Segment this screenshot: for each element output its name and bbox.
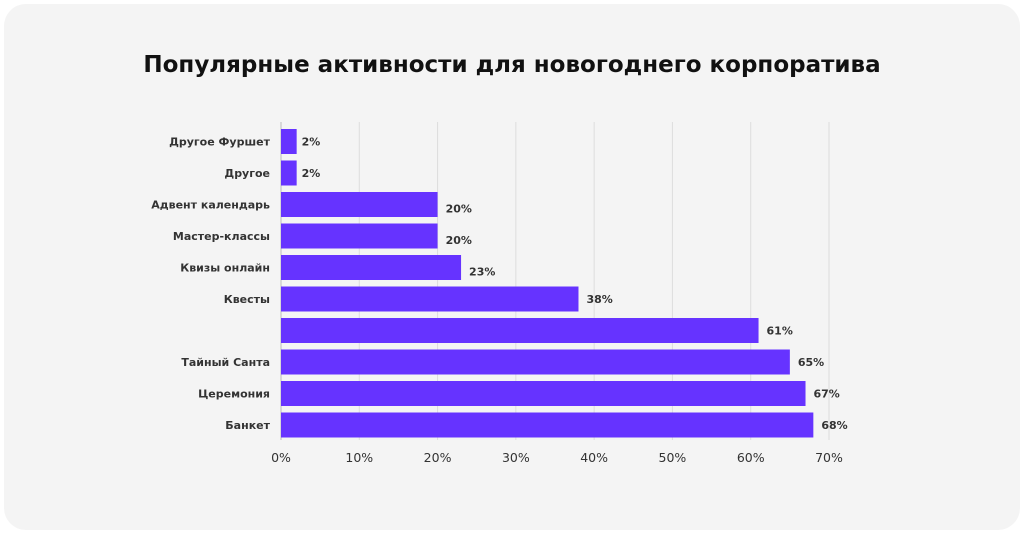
- value-label: 68%: [821, 419, 847, 432]
- category-label: Квесты: [224, 293, 270, 306]
- category-label: Тайный Санта: [181, 356, 270, 369]
- x-tick-label: 40%: [580, 450, 608, 465]
- bar: [281, 223, 438, 249]
- category-label: Мастер-классы: [173, 230, 270, 243]
- x-tick-label: 60%: [737, 450, 765, 465]
- bar: [281, 255, 462, 280]
- category-label: Адвент календарь: [151, 199, 270, 212]
- category-label: Квизы онлайн: [180, 262, 270, 275]
- bar: [281, 160, 297, 186]
- category-label: Другое: [224, 167, 270, 180]
- value-label: 61%: [767, 325, 793, 338]
- x-tick-label: 70%: [815, 450, 843, 465]
- x-tick-label: 10%: [345, 450, 373, 465]
- bar: [281, 381, 806, 406]
- chart-title: Популярные активности для новогоднего ко…: [143, 52, 880, 78]
- value-label: 67%: [814, 388, 840, 401]
- value-label: 2%: [302, 167, 321, 180]
- bar: [281, 318, 759, 343]
- value-label: 20%: [446, 203, 472, 216]
- x-tick-label: 30%: [502, 450, 530, 465]
- category-label: Банкет: [225, 419, 270, 432]
- category-label: Церемония: [198, 388, 270, 401]
- bar: [281, 349, 790, 375]
- value-label: 23%: [469, 266, 495, 279]
- x-tick-label: 0%: [271, 450, 291, 465]
- bar: [281, 286, 579, 312]
- chart-card: [4, 4, 1020, 530]
- bar: [281, 412, 814, 438]
- x-tick-label: 20%: [424, 450, 452, 465]
- value-label: 65%: [798, 356, 824, 369]
- value-label: 2%: [302, 136, 321, 149]
- x-tick-label: 50%: [659, 450, 687, 465]
- value-label: 38%: [586, 293, 612, 306]
- bar: [281, 192, 438, 217]
- bar: [281, 129, 297, 154]
- category-label: Другое Фуршет: [169, 136, 271, 149]
- value-label: 20%: [446, 234, 472, 247]
